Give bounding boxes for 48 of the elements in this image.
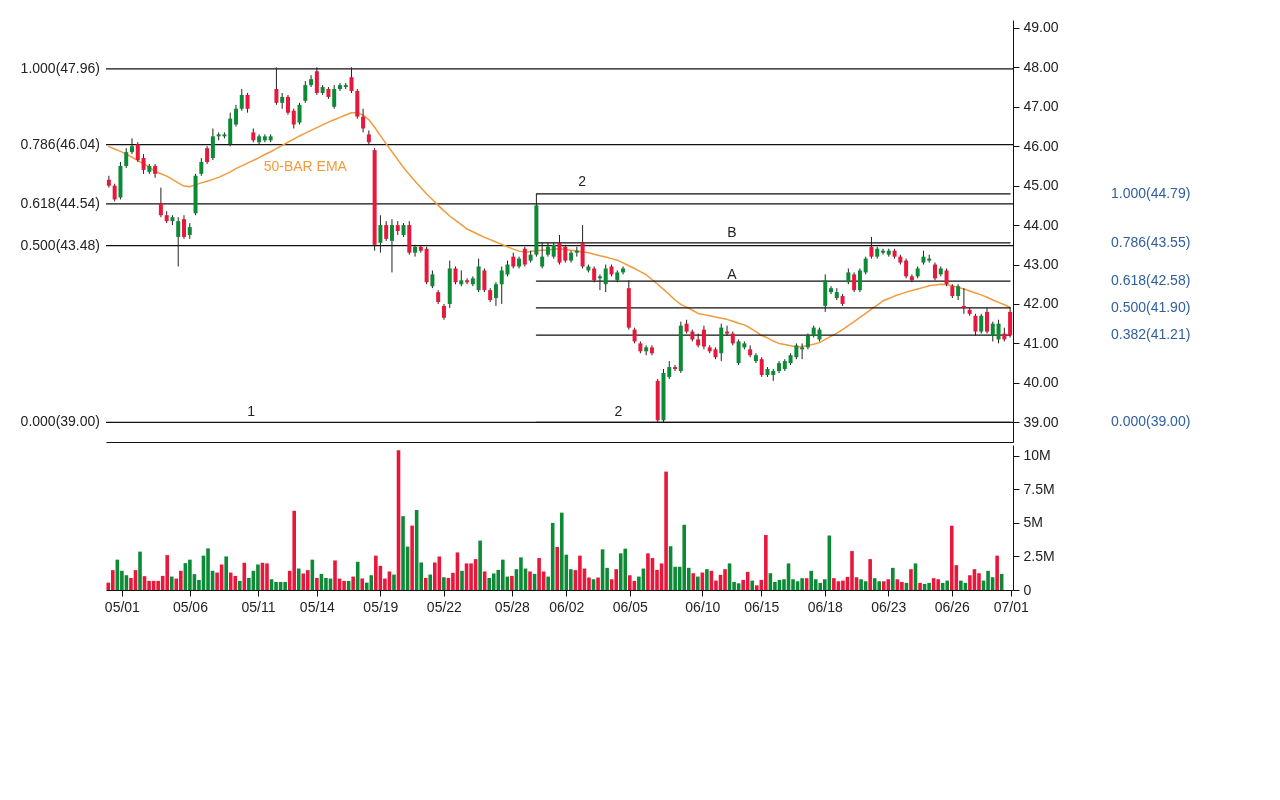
- x-tick-label: 05/19: [363, 598, 399, 615]
- y-tick-label: 48.00: [1023, 58, 1059, 75]
- ref-line-label: 0.786(46.04): [20, 135, 100, 152]
- annotation: 2: [614, 403, 623, 420]
- y-tick-label: 0: [1023, 581, 1032, 598]
- x-tick-label: 05/22: [426, 598, 463, 615]
- x-tick-label: 06/23: [871, 598, 907, 615]
- text: 0.000(39.00): [1110, 413, 1191, 430]
- y-tick-label: 41.00: [1023, 334, 1059, 351]
- x-tick-label: 06/26: [934, 598, 970, 615]
- y-tick-label: 10M: [1023, 447, 1051, 464]
- y-tick-label: 47.00: [1023, 98, 1059, 115]
- ref-line-label: 0.500(43.48): [20, 236, 100, 253]
- ref-line-label: 0.618(44.54): [20, 194, 100, 211]
- x-tick-label: 06/10: [685, 598, 721, 615]
- y-tick-label: 49.00: [1023, 19, 1059, 36]
- x-tick-label: 06/15: [744, 598, 780, 615]
- text: 0.500(41.90): [1110, 298, 1191, 315]
- ref-line-label: 1.000(47.96): [20, 59, 100, 76]
- text: 0.382(41.21): [1110, 326, 1191, 343]
- annotation: 2: [578, 173, 587, 190]
- y-tick-label: 42.00: [1023, 295, 1059, 312]
- x-tick-label: 05/14: [299, 598, 336, 615]
- x-tick-label: 06/02: [549, 598, 585, 615]
- y-tick-label: 40.00: [1023, 374, 1059, 391]
- y-tick-label: 43.00: [1023, 256, 1059, 273]
- x-tick-label: 05/01: [104, 598, 141, 615]
- y-tick-label: 5M: [1023, 514, 1043, 531]
- ref-line-label: 0.000(39.00): [20, 413, 100, 430]
- y-tick-label: 7.5M: [1023, 480, 1055, 497]
- x-tick-label: 06/18: [807, 598, 844, 615]
- x-tick-label: 05/28: [494, 598, 531, 615]
- y-tick-label: 45.00: [1023, 177, 1059, 194]
- text: 1.000(44.79): [1110, 184, 1191, 201]
- x-tick-label: 06/05: [612, 598, 649, 615]
- x-tick-label: 07/01: [993, 598, 1029, 615]
- text: 0.618(42.58): [1110, 272, 1191, 289]
- text: 0.786(43.55): [1110, 233, 1191, 250]
- annotation: 1: [247, 403, 256, 420]
- annotation: B: [727, 224, 737, 241]
- y-tick-label: 44.00: [1023, 216, 1059, 233]
- annotation: A: [727, 266, 738, 283]
- y-tick-label: 46.00: [1023, 137, 1059, 154]
- series-label: 50-BAR EMA: [263, 158, 348, 175]
- x-tick-label: 05/11: [241, 598, 276, 615]
- y-tick-label: 39.00: [1023, 413, 1059, 430]
- x-tick-label: 05/06: [172, 598, 209, 615]
- y-tick-label: 2.5M: [1023, 547, 1055, 564]
